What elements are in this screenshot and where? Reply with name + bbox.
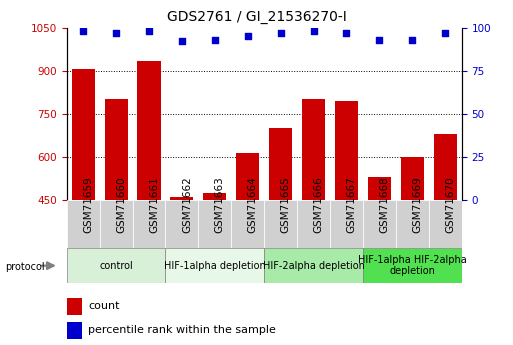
FancyBboxPatch shape	[264, 248, 363, 283]
Text: count: count	[88, 301, 120, 311]
Point	[244, 33, 252, 39]
Text: HIF-2alpha depletion: HIF-2alpha depletion	[263, 261, 365, 270]
Bar	[368, 177, 391, 200]
Point	[309, 28, 318, 34]
Text: GSM71669: GSM71669	[412, 177, 422, 233]
Text: GSM71664: GSM71664	[248, 177, 258, 233]
Point	[376, 37, 384, 42]
Text: GSM71667: GSM71667	[346, 177, 357, 233]
Bar	[269, 128, 292, 200]
Text: GSM71661: GSM71661	[149, 177, 159, 233]
FancyBboxPatch shape	[100, 200, 132, 248]
Text: GSM71660: GSM71660	[116, 177, 126, 233]
FancyBboxPatch shape	[231, 200, 264, 248]
Point	[342, 30, 350, 36]
Bar	[105, 99, 128, 200]
Bar	[335, 101, 358, 200]
Text: GSM71662: GSM71662	[182, 177, 192, 233]
FancyBboxPatch shape	[297, 200, 330, 248]
FancyBboxPatch shape	[199, 200, 231, 248]
Bar	[170, 197, 193, 200]
Bar	[302, 99, 325, 200]
Point	[79, 28, 87, 34]
Bar	[401, 157, 424, 200]
Text: HIF-1alpha depletion: HIF-1alpha depletion	[164, 261, 266, 270]
Bar	[67, 322, 83, 339]
FancyBboxPatch shape	[132, 200, 165, 248]
Point	[277, 30, 285, 36]
Point	[211, 37, 219, 42]
Bar	[236, 152, 259, 200]
Text: HIF-1alpha HIF-2alpha
depletion: HIF-1alpha HIF-2alpha depletion	[358, 255, 467, 276]
FancyBboxPatch shape	[165, 200, 199, 248]
Text: GSM71659: GSM71659	[83, 177, 93, 233]
FancyBboxPatch shape	[67, 200, 100, 248]
FancyBboxPatch shape	[429, 200, 462, 248]
Bar	[67, 298, 83, 315]
FancyBboxPatch shape	[330, 200, 363, 248]
Bar	[72, 69, 95, 200]
Text: protocol: protocol	[5, 263, 45, 272]
FancyBboxPatch shape	[396, 200, 429, 248]
Bar	[203, 193, 226, 200]
FancyBboxPatch shape	[264, 200, 297, 248]
Text: GSM71665: GSM71665	[281, 177, 291, 233]
Point	[178, 39, 186, 44]
FancyBboxPatch shape	[363, 248, 462, 283]
FancyBboxPatch shape	[67, 248, 165, 283]
Text: percentile rank within the sample: percentile rank within the sample	[88, 325, 277, 335]
Text: control: control	[99, 261, 133, 270]
FancyBboxPatch shape	[165, 248, 264, 283]
Bar	[137, 61, 161, 200]
FancyBboxPatch shape	[363, 200, 396, 248]
Text: GSM71663: GSM71663	[215, 177, 225, 233]
Text: GSM71666: GSM71666	[313, 177, 324, 233]
Text: GSM71670: GSM71670	[445, 177, 455, 233]
Text: GSM71668: GSM71668	[380, 177, 389, 233]
Point	[441, 30, 449, 36]
Text: GDS2761 / GI_21536270-I: GDS2761 / GI_21536270-I	[167, 10, 346, 24]
Point	[145, 28, 153, 34]
Point	[112, 30, 120, 36]
Point	[408, 37, 417, 42]
Bar	[433, 134, 457, 200]
